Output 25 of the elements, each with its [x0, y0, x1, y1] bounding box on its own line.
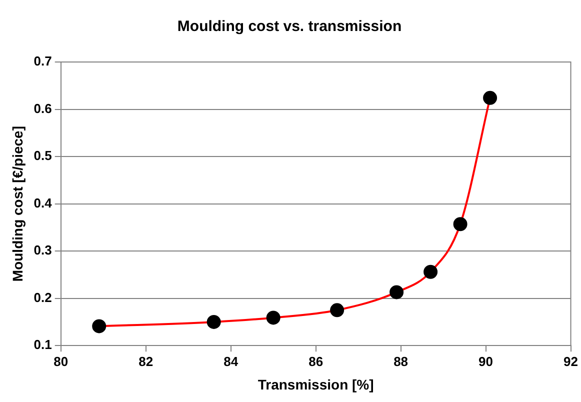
point — [330, 303, 344, 318]
y-tick-label: 0.1 — [34, 337, 52, 352]
x-tick-label: 92 — [564, 354, 578, 369]
x-tick-label: 88 — [394, 354, 408, 369]
x-tick-label: 82 — [138, 354, 154, 369]
point — [390, 285, 404, 300]
x-tick-label: 90 — [478, 354, 494, 369]
point — [453, 217, 468, 232]
x-tick-label: 80 — [54, 354, 68, 369]
y-tick-label: 0.3 — [34, 242, 52, 258]
point — [206, 314, 221, 329]
y-tick-label: 0.5 — [34, 148, 52, 164]
point — [483, 90, 498, 105]
y-tick-label: 0.2 — [34, 290, 52, 305]
y-tick-label: 0.6 — [34, 100, 52, 116]
x-axis-title: Transmission [%] — [258, 376, 374, 392]
point — [266, 310, 280, 325]
y-tick-label: 0.7 — [34, 54, 52, 69]
x-tick-label: 84 — [224, 354, 239, 369]
point — [424, 264, 438, 279]
y-axis-title: Moulding cost [€/piece] — [9, 126, 26, 282]
y-tick-label: 0.4 — [34, 195, 53, 210]
chart-title: Moulding cost vs. transmission — [177, 18, 402, 36]
x-tick-label: 86 — [308, 354, 324, 369]
point — [92, 319, 106, 334]
